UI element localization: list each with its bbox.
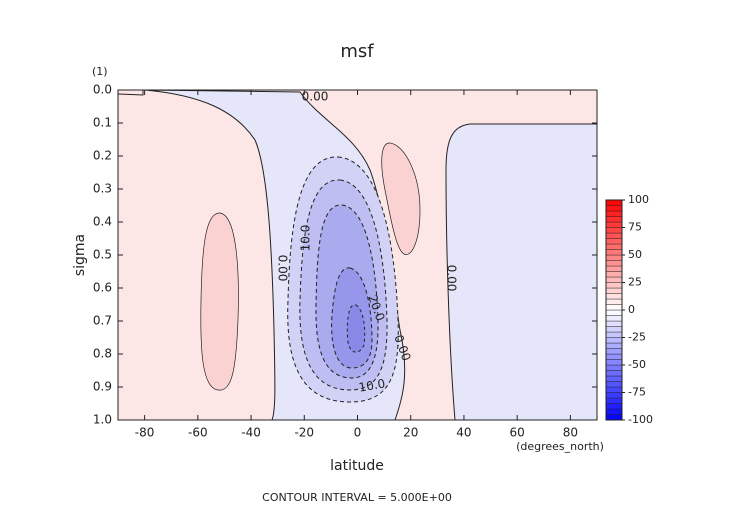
contour-label: 0.00 (276, 255, 290, 282)
positive-cell (381, 142, 421, 255)
contour-label: 0.00 (445, 265, 459, 292)
x-tick-label: -20 (294, 426, 314, 440)
colorbar-cell (605, 210, 623, 217)
colorbar-cell (605, 364, 623, 371)
colorbar-cell (605, 199, 623, 206)
y-tick-label: 0.9 (93, 380, 112, 394)
colorbar-tick-label: 75 (628, 221, 642, 234)
contour-line (346, 304, 366, 353)
colorbar-cell (605, 293, 623, 300)
colorbar-cell (605, 370, 623, 377)
x-tick-label: 40 (456, 426, 471, 440)
contour-line (117, 90, 144, 96)
colorbar-cell (605, 331, 623, 338)
y-tick-label: 0.5 (93, 248, 112, 262)
x-tick-label: 20 (403, 426, 418, 440)
colorbar-tick-label: 50 (628, 248, 642, 261)
colorbar-tick-label: 0 (628, 303, 635, 316)
colorbar-cell (605, 265, 623, 272)
contour-field (117, 89, 598, 421)
colorbar-cell (605, 408, 623, 415)
colorbar-cell (605, 254, 623, 261)
colorbar-tick-label: -25 (628, 331, 646, 344)
colorbar-cell (605, 298, 623, 305)
colorbar-cell (605, 403, 623, 410)
colorbar-cell (605, 337, 623, 344)
colorbar-cell (605, 238, 623, 245)
colorbar-cell (605, 243, 623, 250)
colorbar-cell (605, 315, 623, 322)
y-tick-label: 0.2 (93, 149, 112, 163)
colorbar-cell (605, 227, 623, 234)
colorbar-cell (605, 260, 623, 267)
colorbar-cell (605, 348, 623, 355)
colorbar-cell (605, 276, 623, 283)
y-tick-label: 0.6 (93, 281, 112, 295)
y-axis-label: sigma (72, 234, 88, 276)
colorbar-cell (605, 304, 623, 311)
subtitle: (1) (92, 65, 108, 78)
contour-label: 0.00 (302, 90, 329, 104)
y-tick-label: 0.7 (93, 314, 112, 328)
colorbar-cell (605, 397, 623, 404)
colorbar-cell (605, 359, 623, 366)
x-tick-label: -40 (241, 426, 261, 440)
colorbar-cell (605, 353, 623, 360)
colorbar-tick-label: -50 (628, 358, 646, 371)
y-tick-label: 0.8 (93, 347, 112, 361)
colorbar-cell (605, 221, 623, 228)
colorbar-cell (605, 249, 623, 256)
colorbar-cell (605, 287, 623, 294)
footnote: CONTOUR INTERVAL = 5.000E+00 (262, 491, 452, 504)
negative-region (445, 123, 598, 421)
chart-title: msf (340, 41, 374, 62)
y-tick-label: 1.0 (93, 413, 112, 427)
colorbar-cell (605, 326, 623, 333)
x-tick-label: -60 (188, 426, 208, 440)
colorbar-cell (605, 414, 623, 421)
contour-label: 10.0 (358, 376, 387, 394)
colorbar-cell (605, 392, 623, 399)
colorbar-cell (605, 386, 623, 393)
colorbar-cell (605, 282, 623, 289)
y-tick-label: 0.0 (93, 83, 112, 97)
colorbar-cell (605, 381, 623, 388)
x-tick-label: 80 (563, 426, 578, 440)
colorbar-tick-label: 100 (628, 193, 649, 206)
colorbar-cell (605, 232, 623, 239)
contour-label: 10.0 (299, 225, 313, 252)
colorbar-cell (605, 271, 623, 278)
x-tick-label: -80 (135, 426, 155, 440)
colorbar-cell (605, 342, 623, 349)
colorbar-tick-label: 25 (628, 276, 642, 289)
colorbar-cell (605, 205, 623, 212)
x-axis-label: latitude (330, 458, 384, 474)
y-tick-label: 0.3 (93, 182, 112, 196)
colorbar-cell (605, 309, 623, 316)
positive-cell (200, 212, 239, 391)
colorbar-cell (605, 375, 623, 382)
y-tick-label: 0.1 (93, 116, 112, 130)
colorbar-cell (605, 320, 623, 327)
colorbar-tick-label: -75 (628, 386, 646, 399)
x-tick-label: 60 (510, 426, 525, 440)
x-units: (degrees_north) (516, 440, 604, 453)
y-tick-label: 0.4 (93, 215, 112, 229)
x-tick-label: 0 (354, 426, 362, 440)
colorbar-cell (605, 216, 623, 223)
colorbar-tick-label: -100 (628, 413, 653, 426)
